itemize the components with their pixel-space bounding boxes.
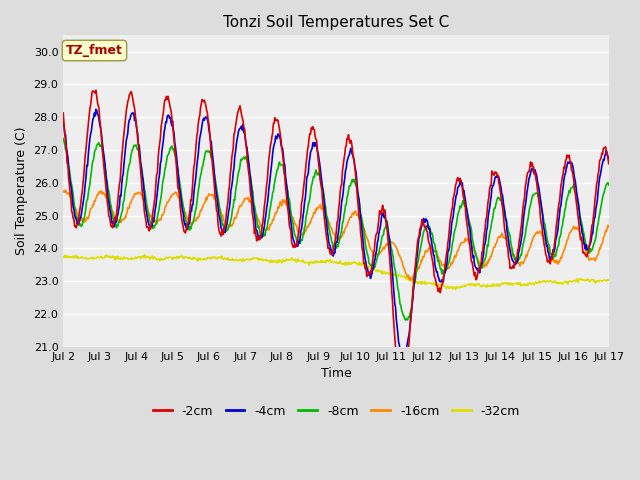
Title: Tonzi Soil Temperatures Set C: Tonzi Soil Temperatures Set C xyxy=(223,15,449,30)
Y-axis label: Soil Temperature (C): Soil Temperature (C) xyxy=(15,127,28,255)
Legend: -2cm, -4cm, -8cm, -16cm, -32cm: -2cm, -4cm, -8cm, -16cm, -32cm xyxy=(148,400,525,423)
Text: TZ_fmet: TZ_fmet xyxy=(66,44,123,57)
X-axis label: Time: Time xyxy=(321,367,352,380)
